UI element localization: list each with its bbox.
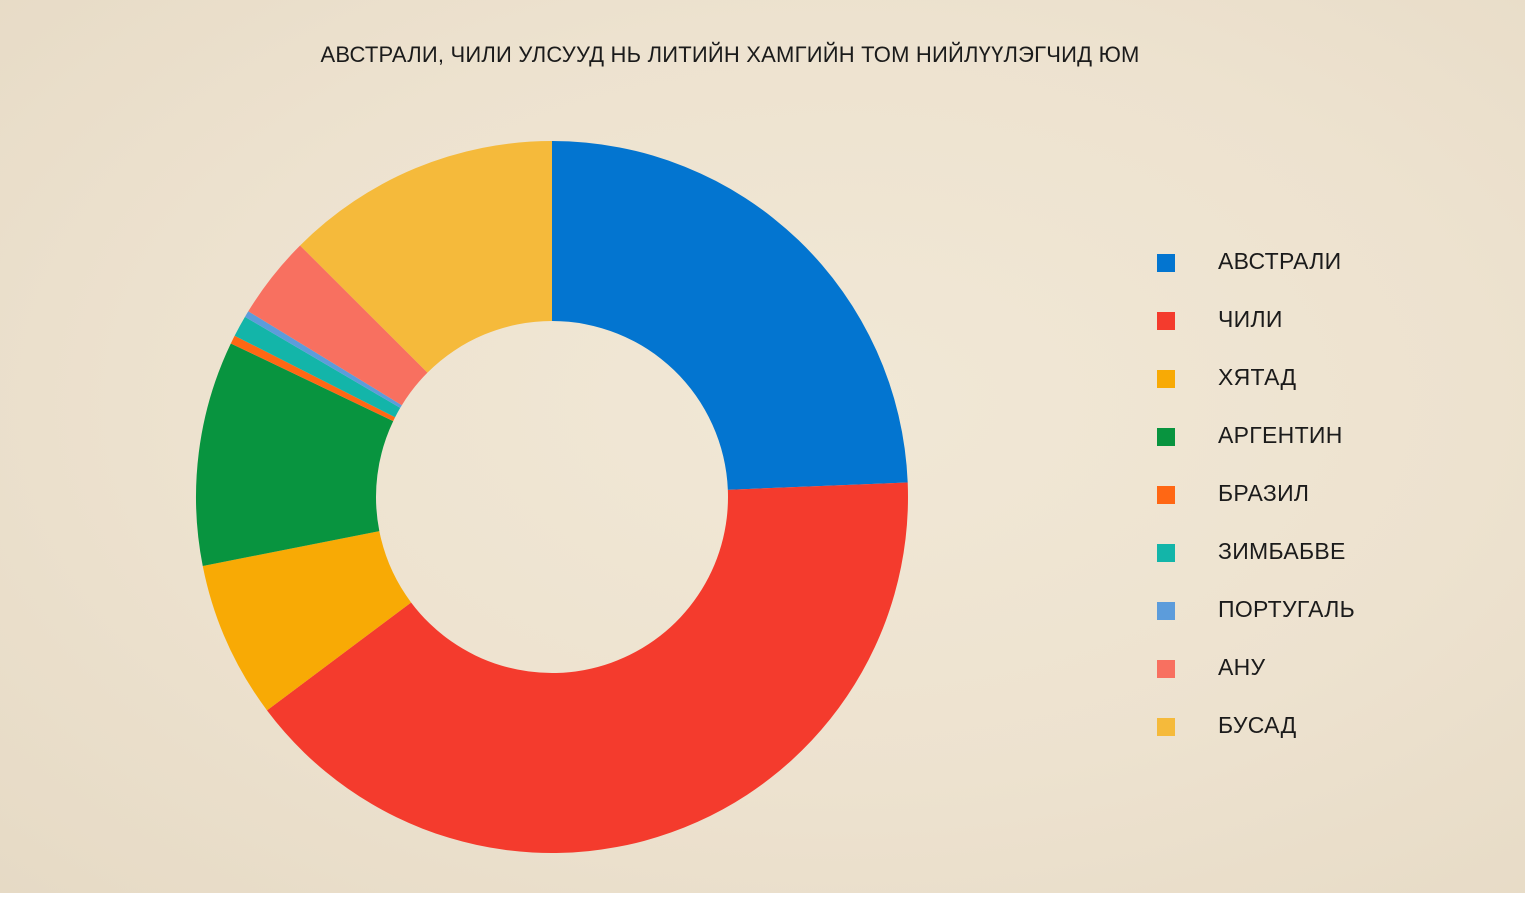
legend-label: АВСТРАЛИ [1218,248,1342,274]
legend-swatch [1157,254,1175,272]
legend-label: АРГЕНТИН [1218,422,1343,448]
legend-swatch [1157,718,1175,736]
legend-swatch [1157,312,1175,330]
legend-label: АНУ [1218,654,1266,680]
legend-swatch [1157,602,1175,620]
donut-slice-8 [248,245,428,406]
legend-swatch [1157,486,1175,504]
donut-slice-3 [202,531,412,711]
donut-slice-5 [230,335,396,422]
legend-label: ПОРТУГАЛЬ [1218,596,1356,622]
donut-slice-9 [300,141,552,373]
legend-swatch [1157,660,1175,678]
legend-label: ЧИЛИ [1218,306,1283,332]
donut-slice-1 [552,141,908,490]
legend-swatch [1157,428,1175,446]
donut-slice-7 [244,311,402,408]
legend-label: ЗИМБАБВЕ [1218,538,1346,564]
legend-swatch [1157,544,1175,562]
donut-slice-2 [266,482,908,853]
legend-label: БУСАД [1218,712,1297,738]
legend-label: ХЯТАД [1218,364,1297,390]
donut-slice-6 [234,316,401,418]
bottom-border [0,893,1525,897]
donut-slice-4 [195,343,394,566]
chart-title: АВСТРАЛИ, ЧИЛИ УЛСУУД НЬ ЛИТИЙН ХАМГИЙН … [320,42,1140,67]
legend-swatch [1157,370,1175,388]
legend-label: БРАЗИЛ [1218,480,1310,506]
